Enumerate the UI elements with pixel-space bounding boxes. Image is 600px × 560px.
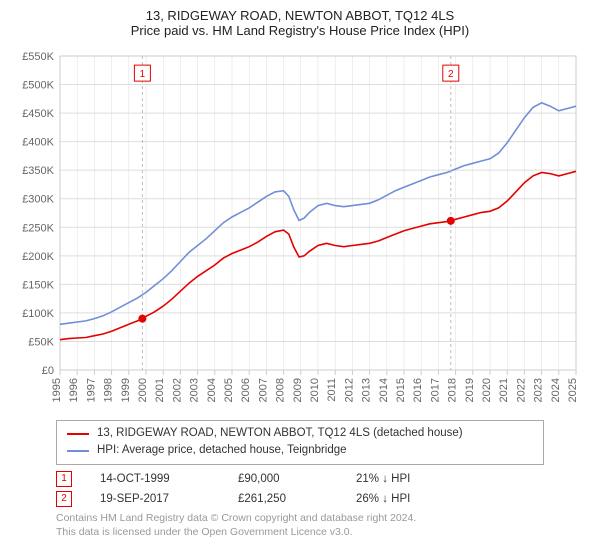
- sale-date: 19-SEP-2017: [100, 493, 210, 505]
- svg-text:2009: 2009: [292, 378, 304, 402]
- svg-text:£250K: £250K: [22, 222, 54, 234]
- svg-text:2022: 2022: [515, 378, 527, 402]
- svg-text:2004: 2004: [206, 378, 218, 402]
- svg-text:2021: 2021: [498, 378, 510, 402]
- svg-text:2001: 2001: [154, 378, 166, 402]
- svg-text:2018: 2018: [447, 378, 459, 402]
- sales-rows: 1 14-OCT-1999 £90,000 21% ↓ HPI 2 19-SEP…: [56, 471, 588, 507]
- svg-text:2007: 2007: [257, 378, 269, 402]
- svg-text:2019: 2019: [464, 378, 476, 402]
- svg-text:2003: 2003: [189, 378, 201, 402]
- svg-text:£50K: £50K: [28, 336, 54, 348]
- svg-text:2006: 2006: [240, 378, 252, 402]
- svg-text:2002: 2002: [171, 378, 183, 402]
- marker-box-icon: 2: [56, 491, 72, 507]
- sale-diff: 21% ↓ HPI: [356, 473, 466, 485]
- svg-text:£500K: £500K: [22, 80, 54, 92]
- svg-text:2023: 2023: [533, 378, 545, 402]
- svg-text:1: 1: [140, 69, 146, 80]
- footer-line: Contains HM Land Registry data © Crown c…: [56, 511, 588, 525]
- footer-line: This data is licensed under the Open Gov…: [56, 525, 588, 539]
- svg-text:1997: 1997: [85, 378, 97, 402]
- sale-diff: 26% ↓ HPI: [356, 493, 466, 505]
- svg-text:£300K: £300K: [22, 194, 54, 206]
- marker-id: 2: [61, 493, 67, 504]
- svg-text:2008: 2008: [275, 378, 287, 402]
- svg-text:2010: 2010: [309, 378, 321, 402]
- svg-text:2020: 2020: [481, 378, 493, 402]
- legend-swatch-icon: [67, 433, 89, 435]
- line-chart-svg: £0 £50K £100K £150K £200K £250K £300K £350K £400…: [12, 44, 588, 414]
- svg-text:1998: 1998: [103, 378, 115, 402]
- svg-text:1999: 1999: [120, 378, 132, 402]
- svg-text:2005: 2005: [223, 378, 235, 402]
- chart-container: 13, RIDGEWAY ROAD, NEWTON ABBOT, TQ12 4L…: [0, 0, 600, 560]
- sale-row: 2 19-SEP-2017 £261,250 26% ↓ HPI: [56, 491, 588, 507]
- svg-text:2025: 2025: [567, 378, 579, 402]
- chart-title: 13, RIDGEWAY ROAD, NEWTON ABBOT, TQ12 4L…: [12, 8, 588, 23]
- legend-label: HPI: Average price, detached house, Teig…: [97, 442, 347, 459]
- svg-text:£550K: £550K: [22, 51, 54, 63]
- sale-date: 14-OCT-1999: [100, 473, 210, 485]
- sale-price: £90,000: [238, 473, 328, 485]
- legend-row: HPI: Average price, detached house, Teig…: [67, 442, 533, 459]
- sale-row: 1 14-OCT-1999 £90,000 21% ↓ HPI: [56, 471, 588, 487]
- legend-row: 13, RIDGEWAY ROAD, NEWTON ABBOT, TQ12 4L…: [67, 425, 533, 442]
- svg-text:£400K: £400K: [22, 137, 54, 149]
- marker-box-icon: 1: [56, 471, 72, 487]
- chart-subtitle: Price paid vs. HM Land Registry's House …: [12, 23, 588, 38]
- legend: 13, RIDGEWAY ROAD, NEWTON ABBOT, TQ12 4L…: [56, 420, 544, 465]
- svg-text:£150K: £150K: [22, 279, 54, 291]
- svg-text:£0: £0: [42, 365, 54, 377]
- svg-text:2013: 2013: [361, 378, 373, 402]
- chart-area: £0 £50K £100K £150K £200K £250K £300K £350K £400…: [12, 44, 588, 414]
- svg-text:2000: 2000: [137, 378, 149, 402]
- svg-text:1996: 1996: [68, 378, 80, 402]
- svg-text:£100K: £100K: [22, 308, 54, 320]
- svg-text:2: 2: [448, 69, 454, 80]
- footer-attribution: Contains HM Land Registry data © Crown c…: [56, 511, 588, 539]
- svg-text:1995: 1995: [51, 378, 63, 402]
- svg-text:2024: 2024: [550, 378, 562, 402]
- svg-text:2014: 2014: [378, 378, 390, 402]
- svg-text:2017: 2017: [429, 378, 441, 402]
- svg-text:£450K: £450K: [22, 108, 54, 120]
- svg-text:2011: 2011: [326, 378, 338, 402]
- sale-price: £261,250: [238, 493, 328, 505]
- svg-text:2016: 2016: [412, 378, 424, 402]
- svg-text:2012: 2012: [343, 378, 355, 402]
- svg-text:£350K: £350K: [22, 165, 54, 177]
- marker-id: 1: [61, 473, 67, 484]
- svg-text:£200K: £200K: [22, 251, 54, 263]
- legend-label: 13, RIDGEWAY ROAD, NEWTON ABBOT, TQ12 4L…: [97, 425, 463, 442]
- svg-text:2015: 2015: [395, 378, 407, 402]
- legend-swatch-icon: [67, 450, 89, 452]
